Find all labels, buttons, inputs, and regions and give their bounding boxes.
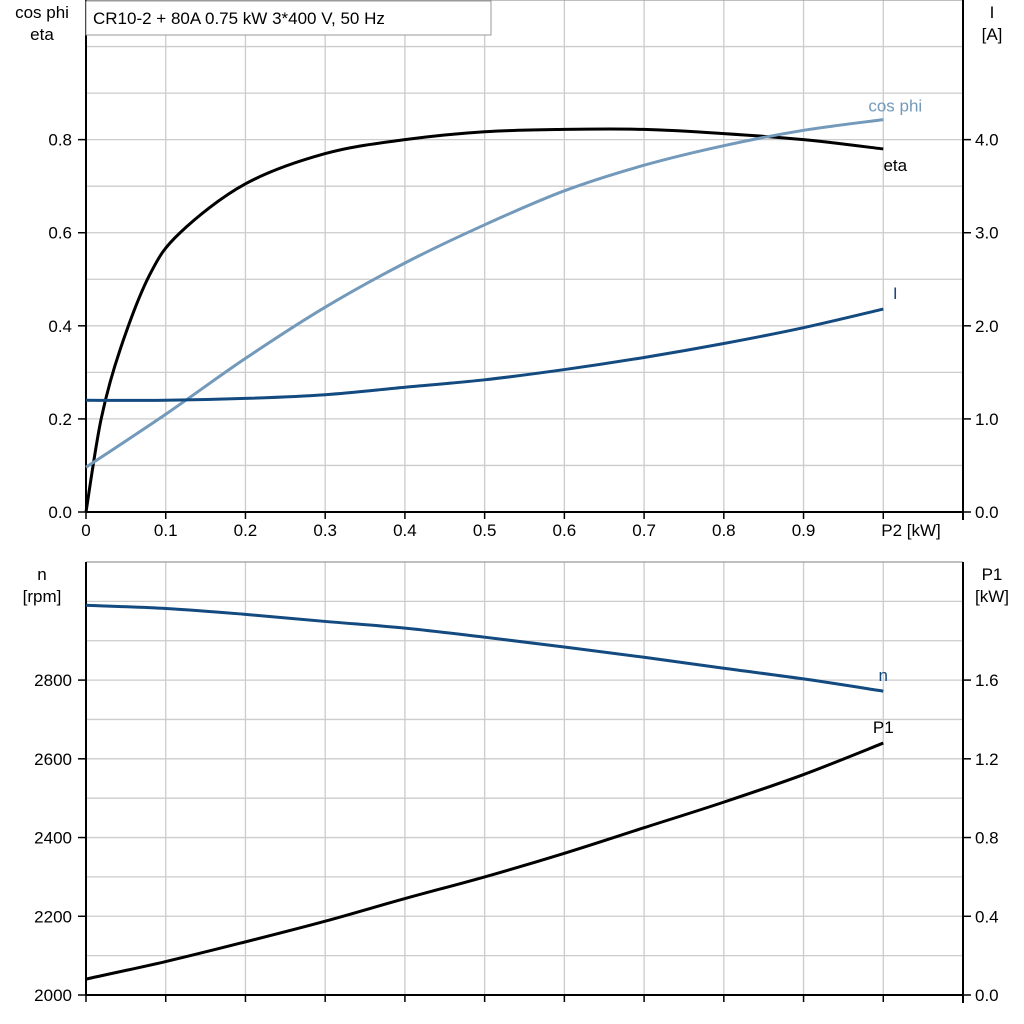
series-eta-line: [84, 127, 884, 513]
title-box: CR10-2 + 80A 0.75 kW 3*400 V, 50 Hz: [85, 0, 492, 36]
y-right-tick-label: 0.0: [975, 503, 999, 522]
bottom-chart: 2000 2200 2400 2600 2800 0.0 0.4 0.8 1.2 1.6 n [rpm…: [23, 561, 1009, 1005]
chart-title: CR10-2 + 80A 0.75 kW 3*400 V, 50 Hz: [93, 9, 385, 28]
y-right-tick-label: 4.0: [975, 131, 999, 150]
y-right-tick-label: 0.0: [975, 986, 999, 1005]
y-right-tick-label: 1.0: [975, 410, 999, 429]
y-left-tick-label: 2800: [34, 671, 72, 690]
y-left-tick-label: 0.0: [48, 503, 72, 522]
y-left-axis-unit: eta: [30, 25, 54, 44]
y-right-tick-label: 1.6: [975, 671, 999, 690]
y-left-tick-label: 0.2: [48, 410, 72, 429]
series-I-line: [85, 307, 884, 402]
y-right-tick-label: 0.4: [975, 907, 999, 926]
series-label: I: [893, 284, 898, 303]
y-left-tick-label: 2000: [34, 986, 72, 1005]
series-cos-phi-line: [85, 118, 884, 469]
x-tick-label: 0: [81, 521, 90, 540]
y-right-axis-unit: [A]: [982, 25, 1003, 44]
x-tick-label: 0.9: [792, 521, 816, 540]
x-axis-label: P2 [kW]: [881, 521, 941, 540]
x-tick-label: 0.8: [712, 521, 736, 540]
y-right-axis-unit: [kW]: [975, 587, 1009, 606]
y-left-axis-unit: [rpm]: [23, 587, 62, 606]
series-label: cos phi: [868, 97, 922, 116]
y-left-axis-label: cos phi: [15, 3, 69, 22]
x-tick-label: 0.7: [632, 521, 656, 540]
x-tick-label: 0.2: [234, 521, 258, 540]
y-left-tick-label: 2600: [34, 750, 72, 769]
y-right-axis-label: I: [990, 3, 995, 22]
y-right-axis-label: P1: [982, 565, 1003, 584]
y-right-tick-label: 2.0: [975, 317, 999, 336]
y-left-tick-label: 2200: [34, 907, 72, 926]
x-tick-label: 0.3: [313, 521, 337, 540]
y-left-tick-label: 0.4: [48, 317, 72, 336]
y-left-axis-label: n: [37, 565, 46, 584]
y-right-tick-label: 1.2: [975, 750, 999, 769]
series-label: eta: [883, 156, 907, 175]
series-label: n: [879, 666, 888, 685]
x-tick-label: 0.6: [553, 521, 577, 540]
series-P1-line: [85, 741, 884, 981]
y-left-tick-label: 0.8: [48, 131, 72, 150]
y-left-tick-label: 0.6: [48, 224, 72, 243]
x-tick-label: 0.4: [393, 521, 417, 540]
top-chart: 0 0.1 0.2 0.3 0.4 0.5 0.6 0.7 0.8 0.9 P2 [kW] 0.0 0.…: [15, 0, 1002, 540]
series-n-line: [85, 603, 884, 693]
x-tick-label: 0.1: [154, 521, 178, 540]
y-right-tick-label: 0.8: [975, 829, 999, 848]
y-left-tick-label: 2400: [34, 829, 72, 848]
x-tick-label: 0.5: [473, 521, 497, 540]
y-right-tick-label: 3.0: [975, 224, 999, 243]
series-label: P1: [873, 718, 894, 737]
